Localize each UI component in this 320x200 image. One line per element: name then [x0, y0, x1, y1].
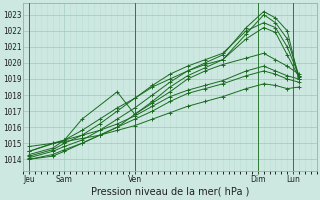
X-axis label: Pression niveau de la mer( hPa ): Pression niveau de la mer( hPa ) [91, 187, 249, 197]
